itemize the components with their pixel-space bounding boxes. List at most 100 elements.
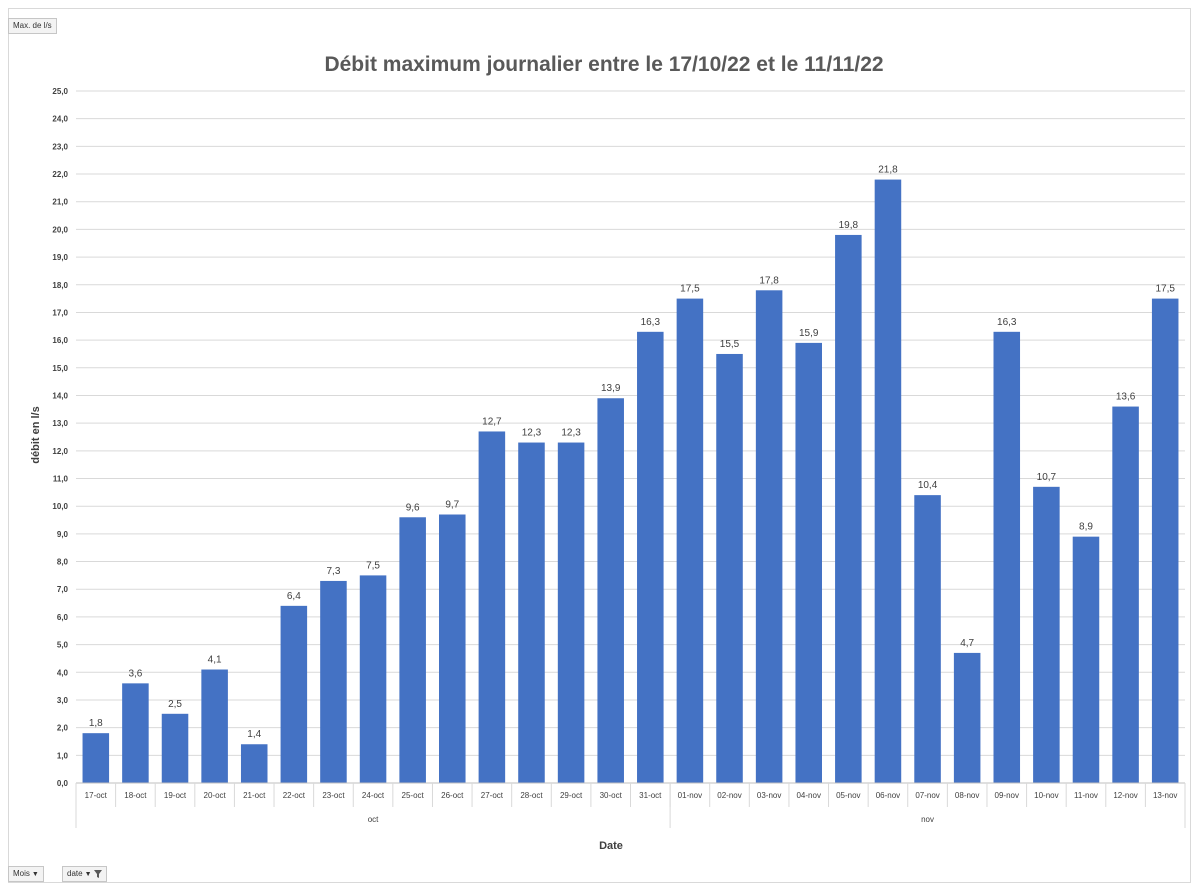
x-tick-label: 13-nov (1153, 791, 1177, 800)
bar (597, 398, 624, 783)
y-tick-label: 22,0 (52, 170, 68, 179)
date-filter-button[interactable]: date ▼ (62, 866, 107, 882)
y-tick-label: 25,0 (52, 87, 68, 96)
filter-icon (93, 869, 102, 878)
dropdown-arrow-icon: ▼ (31, 871, 39, 878)
data-label: 10,7 (1037, 472, 1057, 483)
data-label: 10,4 (918, 480, 938, 491)
data-label: 4,1 (208, 655, 222, 666)
bar (518, 442, 545, 783)
bar (914, 495, 941, 783)
x-tick-label: 06-nov (876, 791, 900, 800)
y-tick-label: 20,0 (52, 225, 68, 234)
x-tick-label: 07-nov (915, 791, 939, 800)
y-tick-label: 14,0 (52, 391, 68, 400)
bar (1033, 486, 1060, 783)
x-tick-label: 03-nov (757, 791, 781, 800)
mois-filter-label: Mois (13, 869, 30, 878)
data-label: 21,8 (878, 165, 898, 176)
x-tick-label: 24-oct (362, 791, 385, 800)
bar (320, 580, 347, 783)
bar (637, 331, 664, 783)
y-tick-label: 24,0 (52, 115, 68, 124)
x-tick-label: 26-oct (441, 791, 464, 800)
bars (82, 179, 1179, 784)
y-tick-label: 2,0 (57, 724, 69, 733)
x-tick-label: 29-oct (560, 791, 583, 800)
data-label: 13,9 (601, 383, 621, 394)
data-label: 17,5 (1155, 284, 1175, 295)
data-label: 12,7 (482, 416, 502, 427)
bar (835, 234, 862, 783)
x-tick-label: 20-oct (204, 791, 227, 800)
bar (240, 744, 268, 783)
chart-area (8, 8, 1191, 883)
x-tick-label: 10-nov (1034, 791, 1058, 800)
x-tick-label: 27-oct (481, 791, 504, 800)
bar (161, 713, 189, 783)
bar (82, 733, 110, 783)
y-tick-label: 15,0 (52, 364, 68, 373)
data-label: 12,3 (522, 428, 542, 439)
x-tick-label: 18-oct (124, 791, 147, 800)
y-tick-label: 16,0 (52, 336, 68, 345)
x-tick-label: 09-nov (995, 791, 1019, 800)
bar (755, 290, 783, 783)
y-tick-label: 23,0 (52, 142, 68, 151)
x-tick-label: 21-oct (243, 791, 266, 800)
data-label: 9,7 (445, 500, 459, 511)
data-label: 16,3 (641, 317, 661, 328)
x-tick-label: 17-oct (85, 791, 108, 800)
bar (874, 179, 902, 784)
value-field-label: Max. de l/s (13, 21, 52, 30)
x-tick-label: 23-oct (322, 791, 345, 800)
bar (438, 514, 466, 783)
value-field-button[interactable]: Max. de l/s (8, 18, 57, 34)
y-tick-label: 6,0 (57, 613, 69, 622)
y-tick-label: 19,0 (52, 253, 68, 262)
x-tick-label: 25-oct (402, 791, 425, 800)
data-label: 17,5 (680, 284, 700, 295)
y-tick-label: 18,0 (52, 281, 68, 290)
y-tick-label: 17,0 (52, 308, 68, 317)
y-tick-label: 7,0 (57, 585, 69, 594)
data-label: 15,9 (799, 328, 819, 339)
x-group-label: oct (368, 815, 379, 824)
y-tick-label: 9,0 (57, 530, 69, 539)
y-tick-label: 0,0 (57, 779, 69, 788)
bar (993, 331, 1021, 783)
bar (201, 669, 228, 783)
data-label: 6,4 (287, 591, 301, 602)
data-label: 15,5 (720, 339, 740, 350)
bar (478, 431, 506, 783)
x-tick-label: 28-oct (520, 791, 543, 800)
date-filter-label: date (67, 869, 83, 878)
y-tick-label: 5,0 (57, 641, 69, 650)
bar (676, 298, 704, 783)
x-tick-label: 02-nov (717, 791, 741, 800)
x-tick-label: 01-nov (678, 791, 702, 800)
x-tick-label: 22-oct (283, 791, 306, 800)
bar (716, 353, 743, 783)
bar (953, 652, 981, 783)
data-label: 9,6 (406, 502, 420, 513)
y-axis-ticks: 0,0 1,0 2,0 3,0 4,0 5,0 6,0 7,0 8,0 9,0 10,0 11,0 12… (52, 87, 68, 788)
y-tick-label: 11,0 (53, 475, 69, 484)
y-tick-label: 10,0 (52, 502, 68, 511)
x-axis-title: Date (599, 840, 623, 852)
bar (1072, 536, 1100, 783)
data-label: 16,3 (997, 317, 1017, 328)
y-tick-label: 12,0 (52, 447, 68, 456)
data-label: 1,8 (89, 718, 103, 729)
x-tick-label: 05-nov (836, 791, 860, 800)
y-axis-title: débit en l/s (30, 406, 42, 463)
x-tick-label: 31-oct (639, 791, 662, 800)
x-tick-label: 12-nov (1113, 791, 1137, 800)
data-label: 17,8 (759, 275, 779, 286)
data-label: 2,5 (168, 699, 182, 710)
x-group-label: nov (921, 815, 934, 824)
bar (1112, 406, 1139, 783)
y-tick-label: 3,0 (57, 696, 69, 705)
data-label: 8,9 (1079, 522, 1093, 533)
mois-filter-button[interactable]: Mois ▼ (8, 866, 44, 882)
